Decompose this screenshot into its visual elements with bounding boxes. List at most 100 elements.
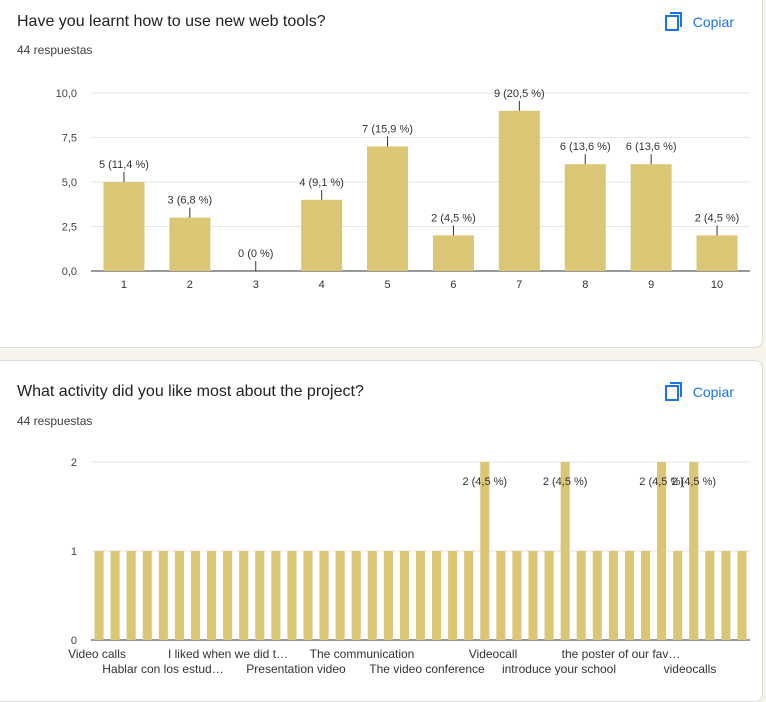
bar [448,551,458,640]
data-label: 4 (9,1 %) [299,177,344,189]
x-tick-label: 9 [648,279,654,291]
bar [158,551,168,640]
bar [608,551,618,640]
bar [657,462,667,640]
bar [142,551,152,640]
y-tick-label: 2,5 [62,222,77,234]
data-label: 3 (6,8 %) [168,195,213,207]
bar [399,551,409,640]
y-tick-label: 0,0 [62,266,77,278]
x-tick-label: 7 [516,279,522,291]
copy-button[interactable]: Copiar [664,382,734,402]
bar [174,551,184,640]
bar [271,551,281,640]
data-label: 9 (20,5 %) [494,88,545,100]
bar [301,199,343,271]
y-tick-label: 1 [71,546,77,558]
bar [303,551,313,640]
bar [367,551,377,640]
bar [335,551,345,640]
bar-chart-1: 0,0 2,5 5,0 7,5 10,0 5 (11,4 %) 1 3 (6,8 %) 2 0 (… [56,88,750,291]
bar [630,164,672,271]
x-tick-label: Videocall [469,647,517,661]
x-tick-label: Hablar con los estud… [102,662,223,675]
data-label: 5 (11,4 %) [99,159,149,171]
data-label: 2 (4,5 %) [671,476,716,488]
bar [498,110,540,271]
bar [169,217,211,271]
y-tick-label: 10,0 [56,88,77,100]
data-label: 2 (4,5 %) [695,212,740,224]
data-label: 2 (4,5 %) [462,476,507,488]
bar [103,182,145,271]
x-tick-label: 10 [711,279,723,291]
bar [696,235,738,271]
data-label: 2 (4,5 %) [639,476,684,488]
question-title: What activity did you like most about th… [17,383,364,400]
x-tick-label: Video calls [68,647,126,661]
y-tick-label: 0 [71,635,77,647]
y-tick-label: 5,0 [62,177,77,189]
bar [319,551,329,640]
x-tick-label: 6 [450,279,456,291]
bar [592,551,602,640]
bar [564,164,606,271]
question-card-2: What activity did you like most about th… [0,360,763,702]
x-tick-label: 4 [319,279,325,291]
bar [737,551,747,640]
bar [689,462,699,640]
bar [464,551,474,640]
bar [496,551,506,640]
bar [223,551,233,640]
bar [560,462,570,640]
data-label: 6 (13,6 %) [560,141,611,153]
bar [351,551,361,640]
bar [94,551,104,640]
bar [640,551,651,640]
bar [576,551,586,640]
copy-label: Copiar [692,14,734,30]
copy-button[interactable]: Copiar [664,12,734,32]
response-count: 44 respuestas [17,414,93,428]
copy-icon [664,12,682,31]
y-tick-label: 7,5 [62,133,77,145]
bar [673,551,683,640]
bar [624,551,634,640]
x-tick-label: 8 [582,279,588,291]
x-tick-label: 5 [384,279,390,291]
bar [383,551,393,640]
bar [110,551,120,640]
bar [190,551,201,640]
bar [528,551,538,640]
x-tick-label: videocalls [664,662,717,675]
bar [480,462,490,640]
x-tick-label: 1 [121,279,127,291]
y-tick-label: 2 [71,457,77,469]
bar [239,551,249,640]
x-tick-label: The video conference [369,662,485,675]
copy-label: Copiar [692,384,734,400]
bar [512,551,522,640]
data-label: 7 (15,9 %) [362,123,413,135]
data-label: 6 (13,6 %) [626,141,677,153]
bar [705,551,715,640]
bar [367,146,409,271]
x-tick-label: The communication [310,647,415,661]
question-title: Have you learnt how to use new web tools… [17,13,326,30]
copy-icon [664,382,682,401]
x-tick-label: Presentation video [246,662,346,675]
x-tick-label: 3 [253,279,259,291]
bar [207,551,217,640]
bar [255,551,265,640]
x-tick-label: introduce your school [502,662,616,675]
bar [432,235,474,271]
bar [544,551,554,640]
bar [415,551,426,640]
bar [721,551,731,640]
response-count: 44 respuestas [17,43,93,57]
data-label: 2 (4,5 %) [543,476,588,488]
data-label: 2 (4,5 %) [431,212,476,224]
data-label: 0 (0 %) [238,248,273,260]
x-tick-label: I liked when we did t… [168,647,288,661]
